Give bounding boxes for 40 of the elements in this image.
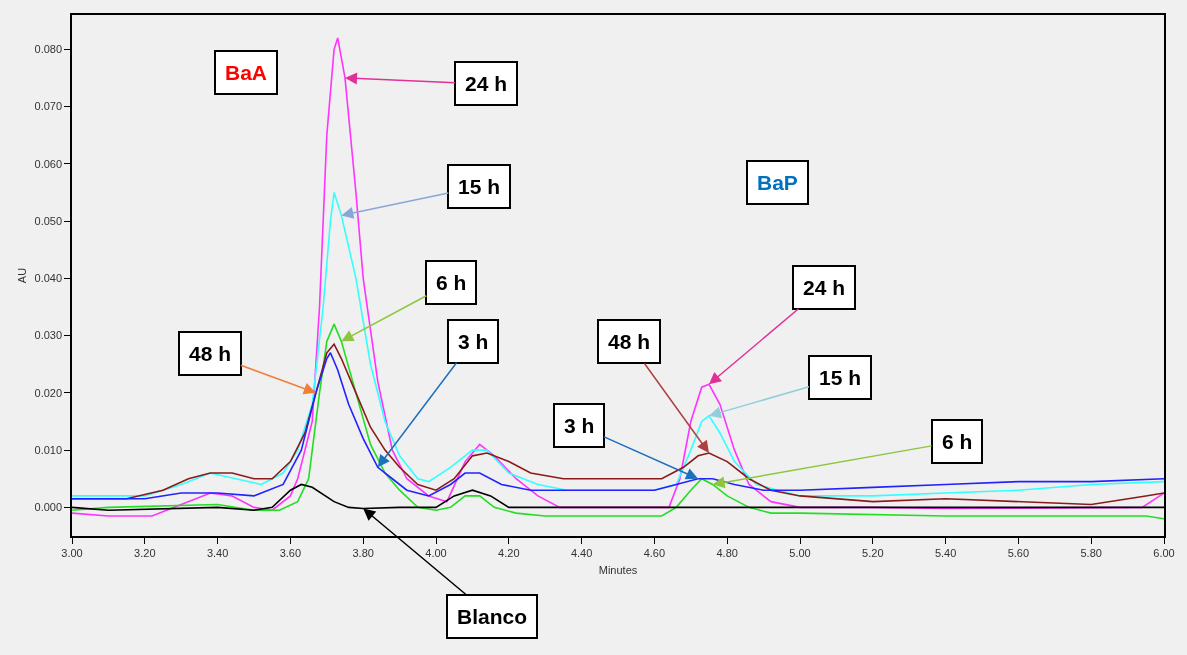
x-tick-label: 5.80: [1080, 546, 1102, 559]
x-tick-label: 5.00: [789, 546, 811, 559]
x-tick-label: 4.40: [570, 546, 593, 559]
x-tick-label: 5.40: [934, 546, 957, 559]
annotation: 6 h: [942, 430, 973, 453]
annotation: Blanco: [457, 605, 528, 628]
annotation: 6 h: [436, 271, 467, 294]
x-tick-label: 3.80: [352, 546, 374, 559]
y-tick-label: 0.000: [34, 501, 63, 514]
y-tick-label: 0.020: [34, 386, 63, 399]
annotation: BaA: [225, 61, 268, 84]
annotation: 24 h: [803, 276, 846, 299]
annotation: 15 h: [458, 175, 501, 198]
x-tick-label: 6.00: [1153, 546, 1175, 559]
y-tick-label: 0.010: [34, 443, 63, 456]
annotation: 15 h: [819, 366, 862, 389]
annotation: 48 h: [189, 342, 232, 365]
annotation: 3 h: [564, 414, 595, 437]
x-tick-label: 4.20: [498, 546, 520, 559]
x-tick-label: 3.40: [206, 546, 229, 559]
x-tick-label: 4.00: [425, 546, 447, 559]
x-tick-label: 3.00: [61, 546, 83, 559]
x-tick-label: 3.20: [134, 546, 156, 559]
x-tick-label: 5.20: [862, 546, 884, 559]
y-tick-label: 0.060: [34, 157, 63, 170]
x-tick-label: 4.60: [643, 546, 666, 559]
y-axis-title: AU: [15, 267, 28, 284]
annotation: BaP: [757, 171, 798, 194]
x-tick-label: 4.80: [716, 546, 738, 559]
y-tick-label: 0.040: [34, 272, 63, 285]
x-tick-label: 3.60: [279, 546, 302, 559]
y-tick-label: 0.080: [34, 43, 63, 56]
x-axis-title: Minutes: [598, 563, 638, 576]
x-tick-label: 5.60: [1007, 546, 1030, 559]
annotation: 24 h: [465, 72, 508, 95]
y-tick-label: 0.030: [34, 329, 63, 342]
annotation: 3 h: [458, 330, 489, 353]
y-tick-label: 0.050: [34, 214, 63, 227]
y-tick-label: 0.070: [34, 100, 63, 113]
annotation: 48 h: [608, 330, 651, 353]
